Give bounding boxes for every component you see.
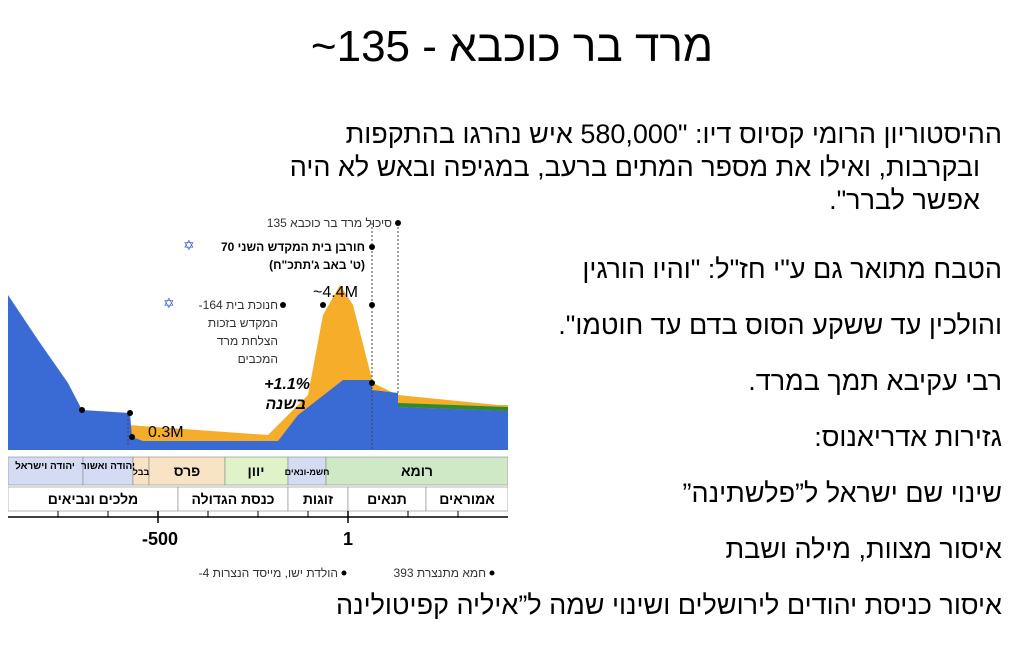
marker — [395, 220, 401, 226]
star-of-david-icon: ✡ — [183, 237, 195, 253]
period-label: פרס — [174, 463, 201, 479]
footer-note-left: -4 הולדת ישו, מייסד הנצרות — [199, 566, 338, 580]
marker — [489, 570, 495, 576]
annotation-70-line2: (ט' באב ג'תתכ"ח) — [269, 258, 365, 272]
annotation-164-line2: המקדש בזכות — [208, 316, 278, 330]
low-label: 0.3M — [148, 424, 184, 441]
period-label: בבל — [133, 467, 150, 477]
marker — [369, 380, 375, 386]
growth-label-line1: +1.1% — [264, 376, 310, 393]
marker — [79, 407, 85, 413]
paragraph-line: איסור כניסת יהודים לירושלים ושינוי שמה ל… — [335, 590, 1002, 620]
era-band: מלכים ונביאים כנסת הגדולה זוגות תנאים אמ… — [7, 486, 509, 512]
paragraph-line: ההיסטוריון הרומי קסיוס דיו: "580,000 איש… — [345, 119, 1002, 149]
era-label: תנאים — [367, 491, 407, 507]
paragraph-line: גזירות אדריאנוס: — [814, 422, 1002, 452]
jewish-population-area — [8, 295, 508, 450]
marker — [341, 570, 347, 576]
paragraph-line: איסור מצוות, מילה ושבת — [725, 534, 1003, 564]
peak-label: ~4.4M — [313, 284, 358, 301]
paragraph-line: אפשר לברר". — [829, 185, 980, 215]
axis-tick-label: 1 — [343, 529, 353, 549]
paragraph-line: והולכין עד ששקע הסוס בדם עד חוטמו". — [558, 310, 1002, 340]
marker — [369, 302, 375, 308]
marker — [129, 434, 135, 440]
era-label: זוגות — [303, 491, 333, 507]
marker — [369, 244, 375, 250]
growth-label-line2: בשנה — [265, 396, 306, 413]
population-chart: 135 סיכול מרד בר כוכבא 70 חורבן בית המקד… — [7, 205, 509, 590]
annotation-164-line3: הצלחת מרד — [217, 334, 278, 348]
annotation-70-line1: 70 חורבן בית המקדש השני — [221, 240, 365, 254]
period-band: יהודה וישראל יהודה ואשור בבל פרס יוון חש… — [7, 456, 509, 486]
axis-tick-label: -500 — [142, 529, 178, 549]
period-label: רומא — [401, 463, 433, 479]
period-label: יוון — [248, 463, 265, 479]
paragraph-line: הטבח מתואר גם ע"י חז"ל: "והיו הורגין — [582, 254, 1002, 284]
period-label: יהודה ואשור — [81, 461, 135, 472]
star-of-david-icon: ✡ — [163, 295, 175, 311]
paragraph-cassius-dio: ההיסטוריון הרומי קסיוס דיו: "580,000 איש… — [122, 118, 1002, 217]
paragraph-line: ובקרבות, ואילו את מספר המתים ברעב, במגיפ… — [289, 152, 980, 182]
marker — [320, 302, 326, 308]
era-label: אמוראים — [439, 491, 495, 507]
slide-title: מרד בר כוכבא - 135~ — [310, 22, 714, 71]
annotation-164-line4: המכבים — [238, 352, 278, 366]
era-label: כנסת הגדולה — [191, 491, 274, 507]
annotation-135: 135 סיכול מרד בר כוכבא — [267, 216, 392, 230]
marker — [127, 410, 133, 416]
green-band-area — [398, 403, 508, 411]
period-label: חשמ-ונאים — [285, 467, 330, 477]
marker — [280, 302, 286, 308]
paragraph-line: רבי עקיבא תמך במרד. — [748, 366, 1002, 396]
footer-note-right: 393 חמא מתנצרת — [394, 566, 486, 580]
paragraph-line: שינוי שם ישראל ל”פלשתינה” — [682, 478, 1002, 508]
era-label: מלכים ונביאים — [48, 491, 138, 507]
annotation-164-line1: -164 חנוכת בית — [199, 298, 278, 312]
period-label: יהודה וישראל — [15, 460, 75, 472]
